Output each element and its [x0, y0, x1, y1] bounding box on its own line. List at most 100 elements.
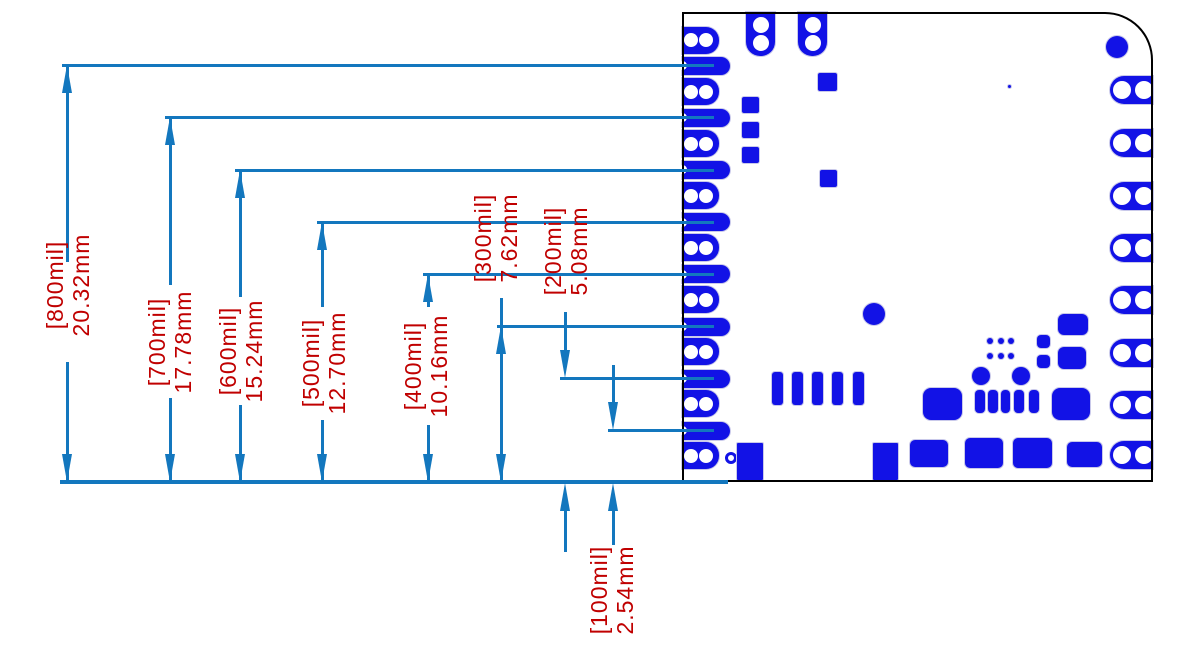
smd-pad	[1037, 335, 1050, 348]
dimension-mil-value: [400mil]	[400, 321, 426, 411]
castellated-hole-pad	[1110, 441, 1153, 469]
round-pad	[972, 367, 990, 385]
smd-pad	[873, 443, 898, 480]
castellated-hole-pad	[682, 234, 719, 261]
connector-bar-pad	[1001, 390, 1010, 413]
dimension-line-segment	[168, 398, 172, 482]
dimension-label: [500mil] 12.70mm	[298, 312, 350, 415]
dimension-mil-value: [700mil]	[144, 297, 170, 387]
dimension-arrow-up	[235, 170, 245, 198]
pad-hole	[699, 396, 713, 411]
test-dot-pad	[1008, 353, 1014, 359]
dimension-arrow-down	[496, 454, 506, 482]
dimension-line-segment	[611, 509, 615, 545]
pad-hole	[699, 292, 713, 307]
castellated-hole-pad	[1110, 339, 1153, 367]
dimension-extension-line	[560, 376, 714, 380]
smd-pad	[1013, 438, 1052, 468]
castellated-hole-pad	[1110, 182, 1153, 210]
connector-bar-pad	[772, 372, 783, 405]
via-ring	[725, 452, 737, 464]
pad-hole	[1135, 291, 1153, 309]
dimension-arrow-down	[317, 454, 327, 482]
smd-pad	[1058, 347, 1086, 369]
dimension-label: [800mil] 20.32mm	[42, 234, 94, 337]
castellated-hole-pad	[1110, 76, 1153, 104]
pad-hole	[1135, 446, 1153, 464]
dimension-extension-line	[608, 428, 714, 432]
dimension-label: [300mil] 7.62mm	[470, 193, 522, 282]
smd-pad	[818, 73, 837, 91]
dimension-mm-value: 15.24mm	[241, 299, 267, 403]
dimension-mm-value: 7.62mm	[496, 193, 522, 283]
pad-hole	[683, 136, 698, 151]
pad-hole	[699, 448, 713, 463]
dimension-label: [700mil] 17.78mm	[144, 291, 196, 394]
castellated-hole-pad	[1110, 234, 1153, 262]
dimension-arrow-up	[423, 274, 433, 302]
dimension-arrow-down	[608, 402, 618, 430]
dimension-arrow-up	[496, 326, 506, 354]
dimension-line-segment	[563, 312, 567, 352]
dimension-mil-value: [500mil]	[298, 318, 324, 408]
dimension-mm-value: 2.54mm	[612, 545, 638, 635]
dimension-line-segment	[426, 425, 430, 482]
smd-pad	[1058, 314, 1088, 335]
pad-hole	[699, 33, 713, 47]
pad-hole	[1113, 446, 1131, 464]
smd-pad	[1067, 442, 1102, 467]
connector-bar-pad	[1014, 390, 1024, 413]
dimension-arrow-up	[165, 117, 175, 145]
pad-hole	[1113, 396, 1131, 414]
dimension-baseline	[60, 480, 728, 484]
pad-hole	[683, 240, 698, 255]
dimension-label: [100mil] 2.54mm	[586, 545, 638, 634]
pad-hole	[699, 188, 713, 203]
dimension-line-segment	[168, 117, 172, 285]
test-dot-pad	[998, 338, 1004, 344]
pad-hole	[1135, 239, 1153, 257]
connector-bar-pad	[1029, 390, 1039, 413]
pad-hole	[1135, 81, 1153, 99]
pad-hole	[804, 17, 821, 33]
test-dot-pad	[987, 338, 993, 344]
dimension-line-segment	[611, 365, 615, 404]
dimension-extension-line	[235, 168, 714, 172]
dimension-extension-line	[317, 220, 714, 224]
dimension-mil-value: [600mil]	[215, 306, 241, 396]
pad-hole	[683, 344, 698, 359]
round-pad	[863, 303, 885, 325]
dimension-mil-value: [800mil]	[42, 240, 68, 330]
smd-pad	[742, 147, 759, 163]
dimension-extension-line	[62, 63, 714, 67]
pad-hole	[699, 136, 713, 151]
connector-bar-pad	[792, 372, 803, 405]
dimension-line-segment	[320, 222, 324, 307]
dimension-line-segment	[65, 362, 69, 482]
pad-hole	[1135, 187, 1153, 205]
castellated-hole-pad	[1110, 286, 1153, 314]
dimension-mm-value: 17.78mm	[170, 290, 196, 394]
dimension-arrow-up	[560, 483, 570, 511]
smd-pad	[965, 438, 1003, 468]
dimension-extension-line	[423, 272, 714, 276]
test-dot-pad	[1008, 338, 1014, 344]
castellated-hole-pad	[1110, 391, 1153, 419]
dimension-line-segment	[238, 405, 242, 482]
castellated-hole-pad	[682, 26, 719, 54]
dimension-arrow-down	[423, 454, 433, 482]
connector-bar-pad	[832, 372, 843, 405]
dimension-mil-value: [200mil]	[540, 206, 566, 296]
dimension-extension-line	[165, 115, 714, 119]
castellated-hole-pad	[682, 78, 719, 105]
dimension-arrow-down	[235, 454, 245, 482]
dimension-mm-value: 10.16mm	[426, 314, 452, 418]
pad-hole	[752, 35, 769, 51]
castellated-hole-pad	[1110, 129, 1153, 157]
smd-pad	[820, 170, 837, 187]
dimension-mil-value: [300mil]	[470, 193, 496, 283]
castellated-hole-pad	[682, 286, 719, 313]
dimension-extension-line	[497, 324, 714, 328]
dimension-line-segment	[238, 170, 242, 297]
